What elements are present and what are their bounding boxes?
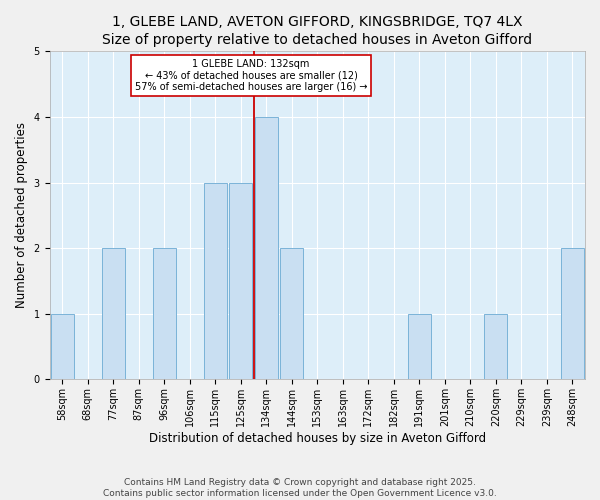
Bar — [407, 314, 431, 380]
Bar — [560, 248, 584, 380]
Bar — [484, 314, 508, 380]
Y-axis label: Number of detached properties: Number of detached properties — [15, 122, 28, 308]
Title: 1, GLEBE LAND, AVETON GIFFORD, KINGSBRIDGE, TQ7 4LX
Size of property relative to: 1, GLEBE LAND, AVETON GIFFORD, KINGSBRID… — [102, 15, 532, 48]
X-axis label: Distribution of detached houses by size in Aveton Gifford: Distribution of detached houses by size … — [149, 432, 486, 445]
Bar — [280, 248, 304, 380]
Bar — [203, 182, 227, 380]
Text: Contains HM Land Registry data © Crown copyright and database right 2025.
Contai: Contains HM Land Registry data © Crown c… — [103, 478, 497, 498]
Text: 1 GLEBE LAND: 132sqm
← 43% of detached houses are smaller (12)
57% of semi-detac: 1 GLEBE LAND: 132sqm ← 43% of detached h… — [135, 59, 367, 92]
Bar — [229, 182, 253, 380]
Bar — [152, 248, 176, 380]
Bar — [254, 117, 278, 380]
Bar — [101, 248, 125, 380]
Bar — [50, 314, 74, 380]
